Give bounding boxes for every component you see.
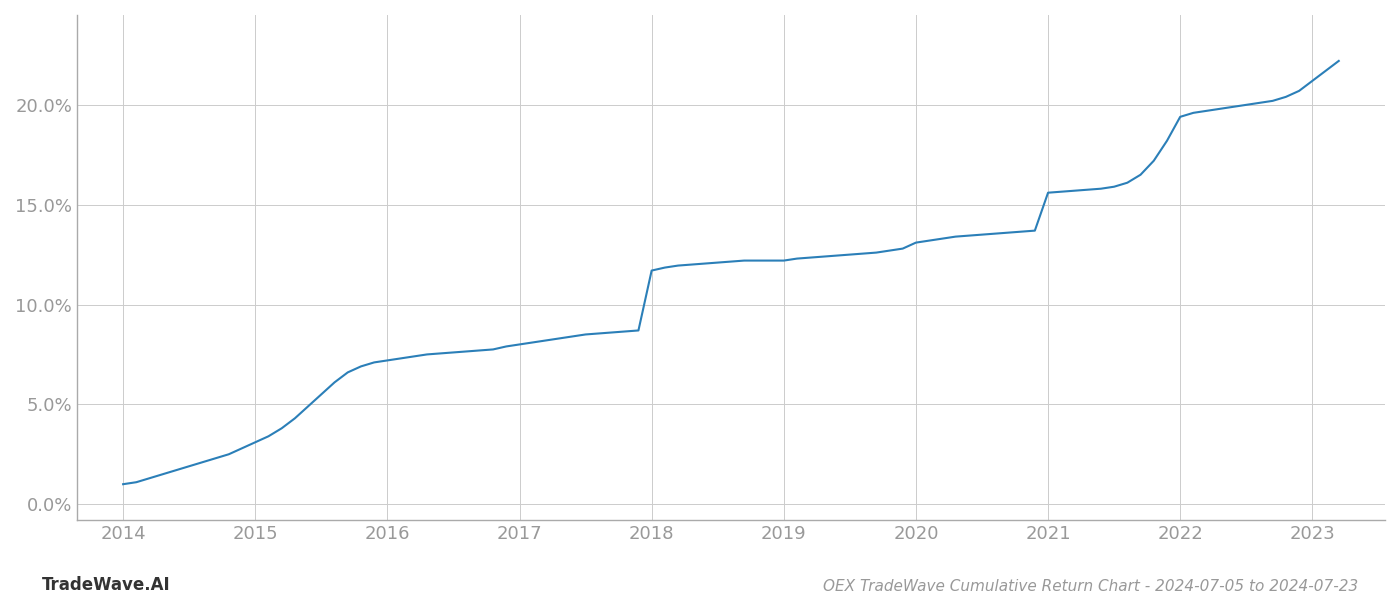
Text: OEX TradeWave Cumulative Return Chart - 2024-07-05 to 2024-07-23: OEX TradeWave Cumulative Return Chart - … [823, 579, 1358, 594]
Text: TradeWave.AI: TradeWave.AI [42, 576, 171, 594]
